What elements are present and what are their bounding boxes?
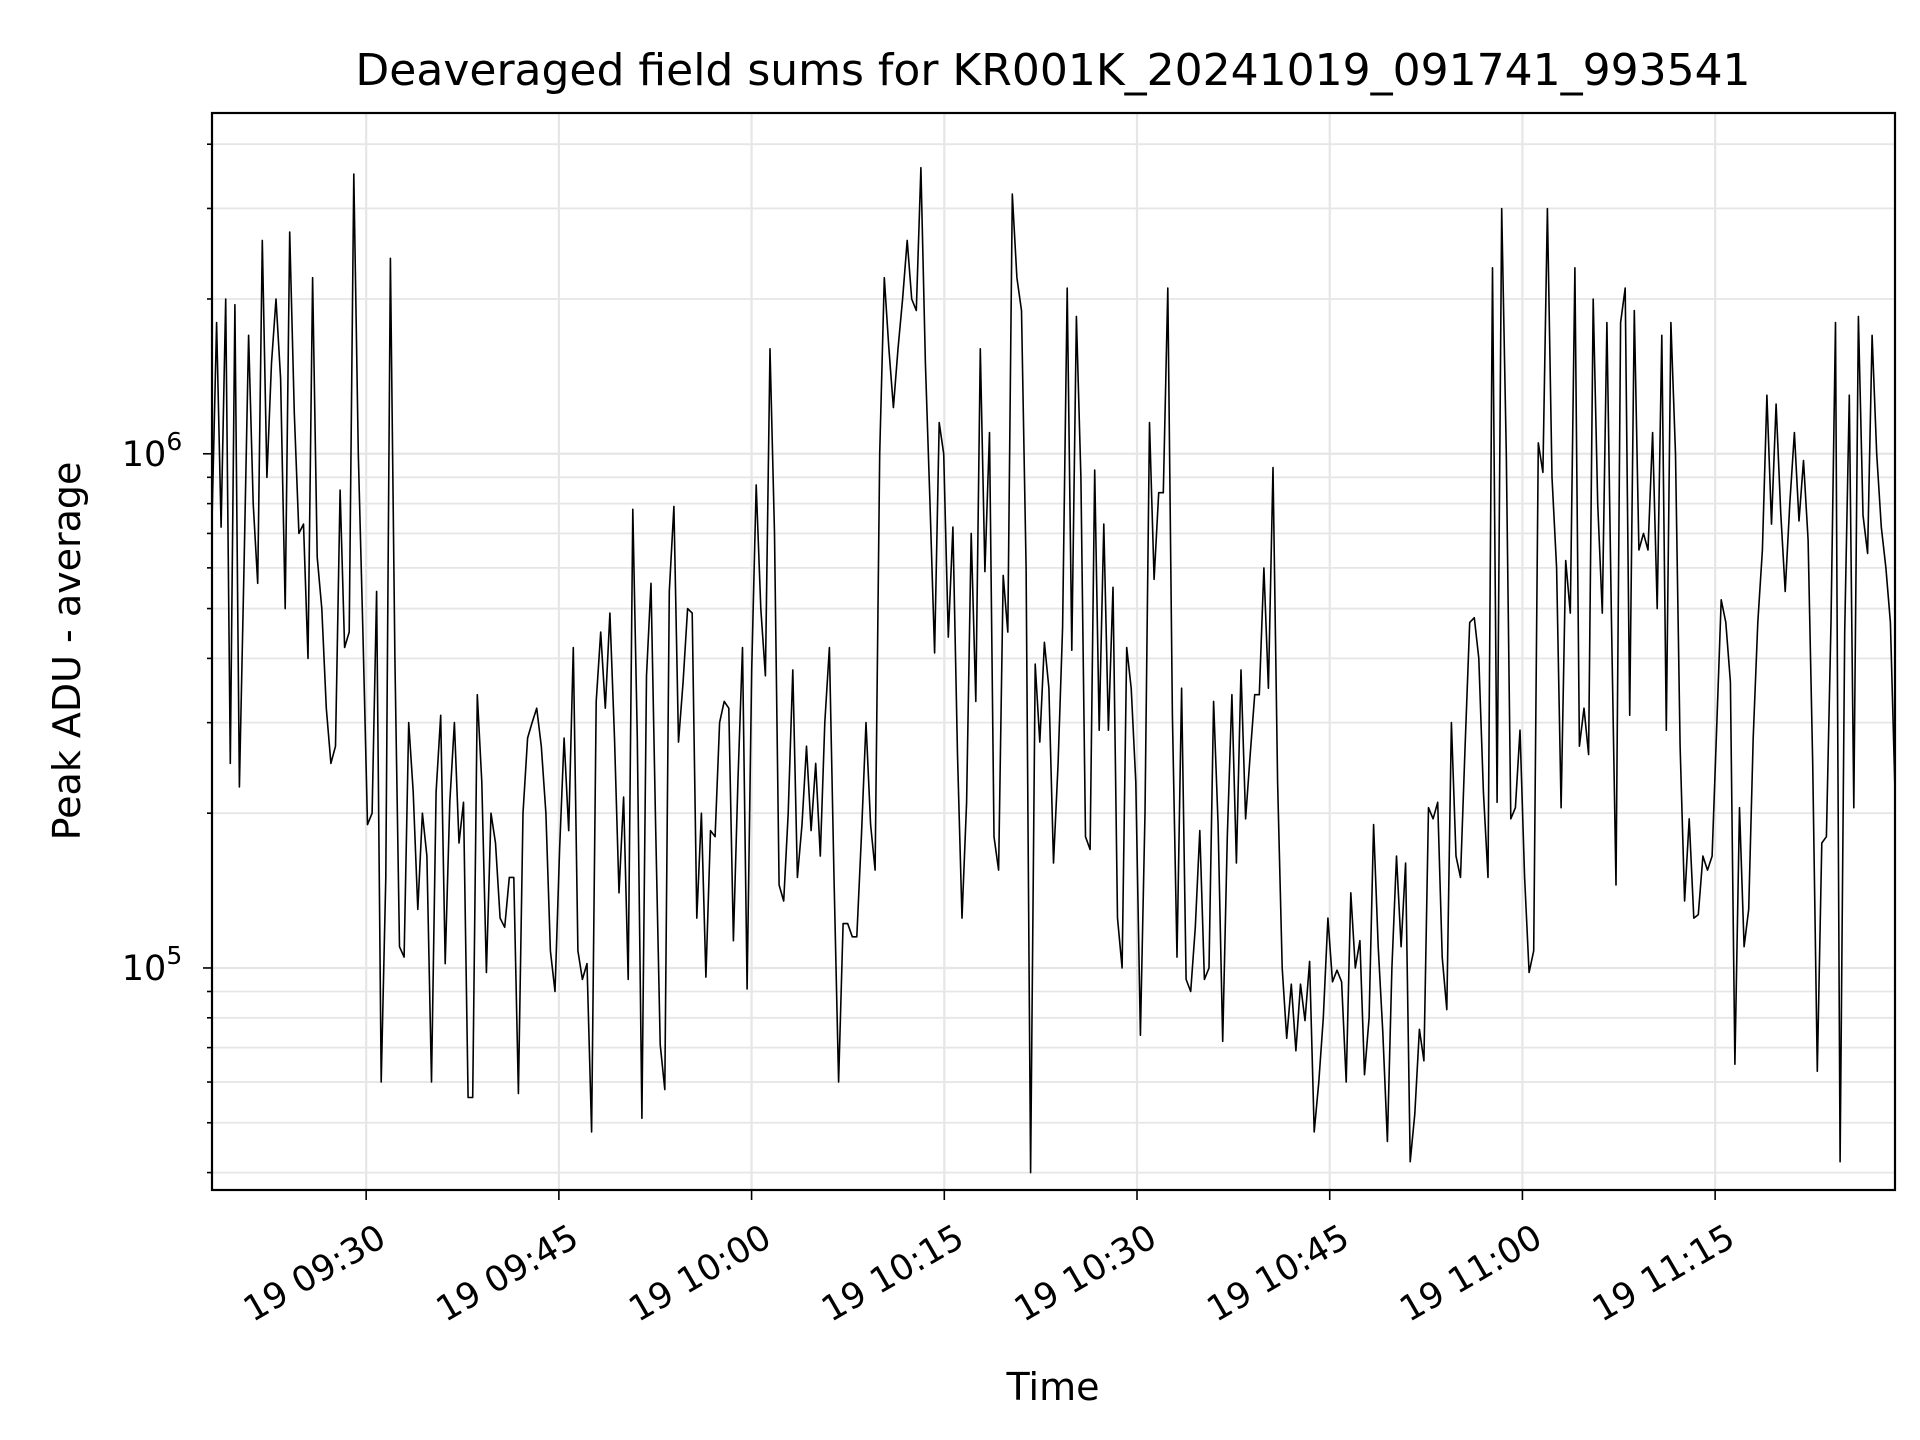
- y-axis-ticks: 105 106: [122, 143, 212, 1174]
- series-line: [211, 166, 1896, 1174]
- x-axis-label: Time: [1006, 1365, 1100, 1409]
- y-axis-label: Peak ADU - average: [45, 462, 89, 841]
- chart-title: Deaveraged field sums for KR001K_2024101…: [355, 45, 1750, 96]
- y-grid: [212, 143, 1895, 1174]
- plot-frame: [210, 111, 1897, 1192]
- y-tick-label: 106: [122, 427, 182, 475]
- y-tick-label: 105: [122, 941, 182, 989]
